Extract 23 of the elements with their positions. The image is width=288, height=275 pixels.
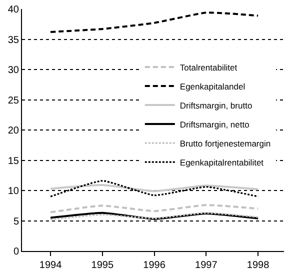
legend-label: Totalrentabilitet [180, 62, 238, 72]
legend-label: Egenkapitalandel [180, 81, 246, 92]
line-series [50, 204, 260, 214]
y-tick-label: 10 [8, 186, 20, 197]
x-tick-label: 1997 [195, 260, 218, 271]
legend-label: Egenkapitalrentabilitet [180, 157, 264, 168]
line-series [50, 12, 260, 33]
y-tick-label: 30 [8, 65, 20, 76]
line-series [50, 184, 260, 192]
legend-label: Driftsmargin, netto [180, 119, 250, 130]
legend-label: Driftsmargin, brutto [180, 100, 252, 110]
y-tick-label: 20 [8, 126, 20, 136]
y-tick-label: 0 [13, 246, 20, 258]
y-tick-label: 5 [13, 216, 20, 228]
x-tick-label: 1996 [143, 260, 166, 271]
x-tick-label: 1998 [246, 260, 270, 271]
y-tick-label: 40 [8, 4, 20, 16]
y-tick-label: 35 [8, 34, 20, 46]
legend-label: Brutto fortjenestemargin [180, 138, 271, 148]
y-tick-label: 15 [8, 156, 20, 167]
y-tick-label: 25 [8, 95, 20, 106]
x-tick-label: 1995 [91, 260, 114, 271]
x-tick-label: 1994 [39, 260, 62, 271]
